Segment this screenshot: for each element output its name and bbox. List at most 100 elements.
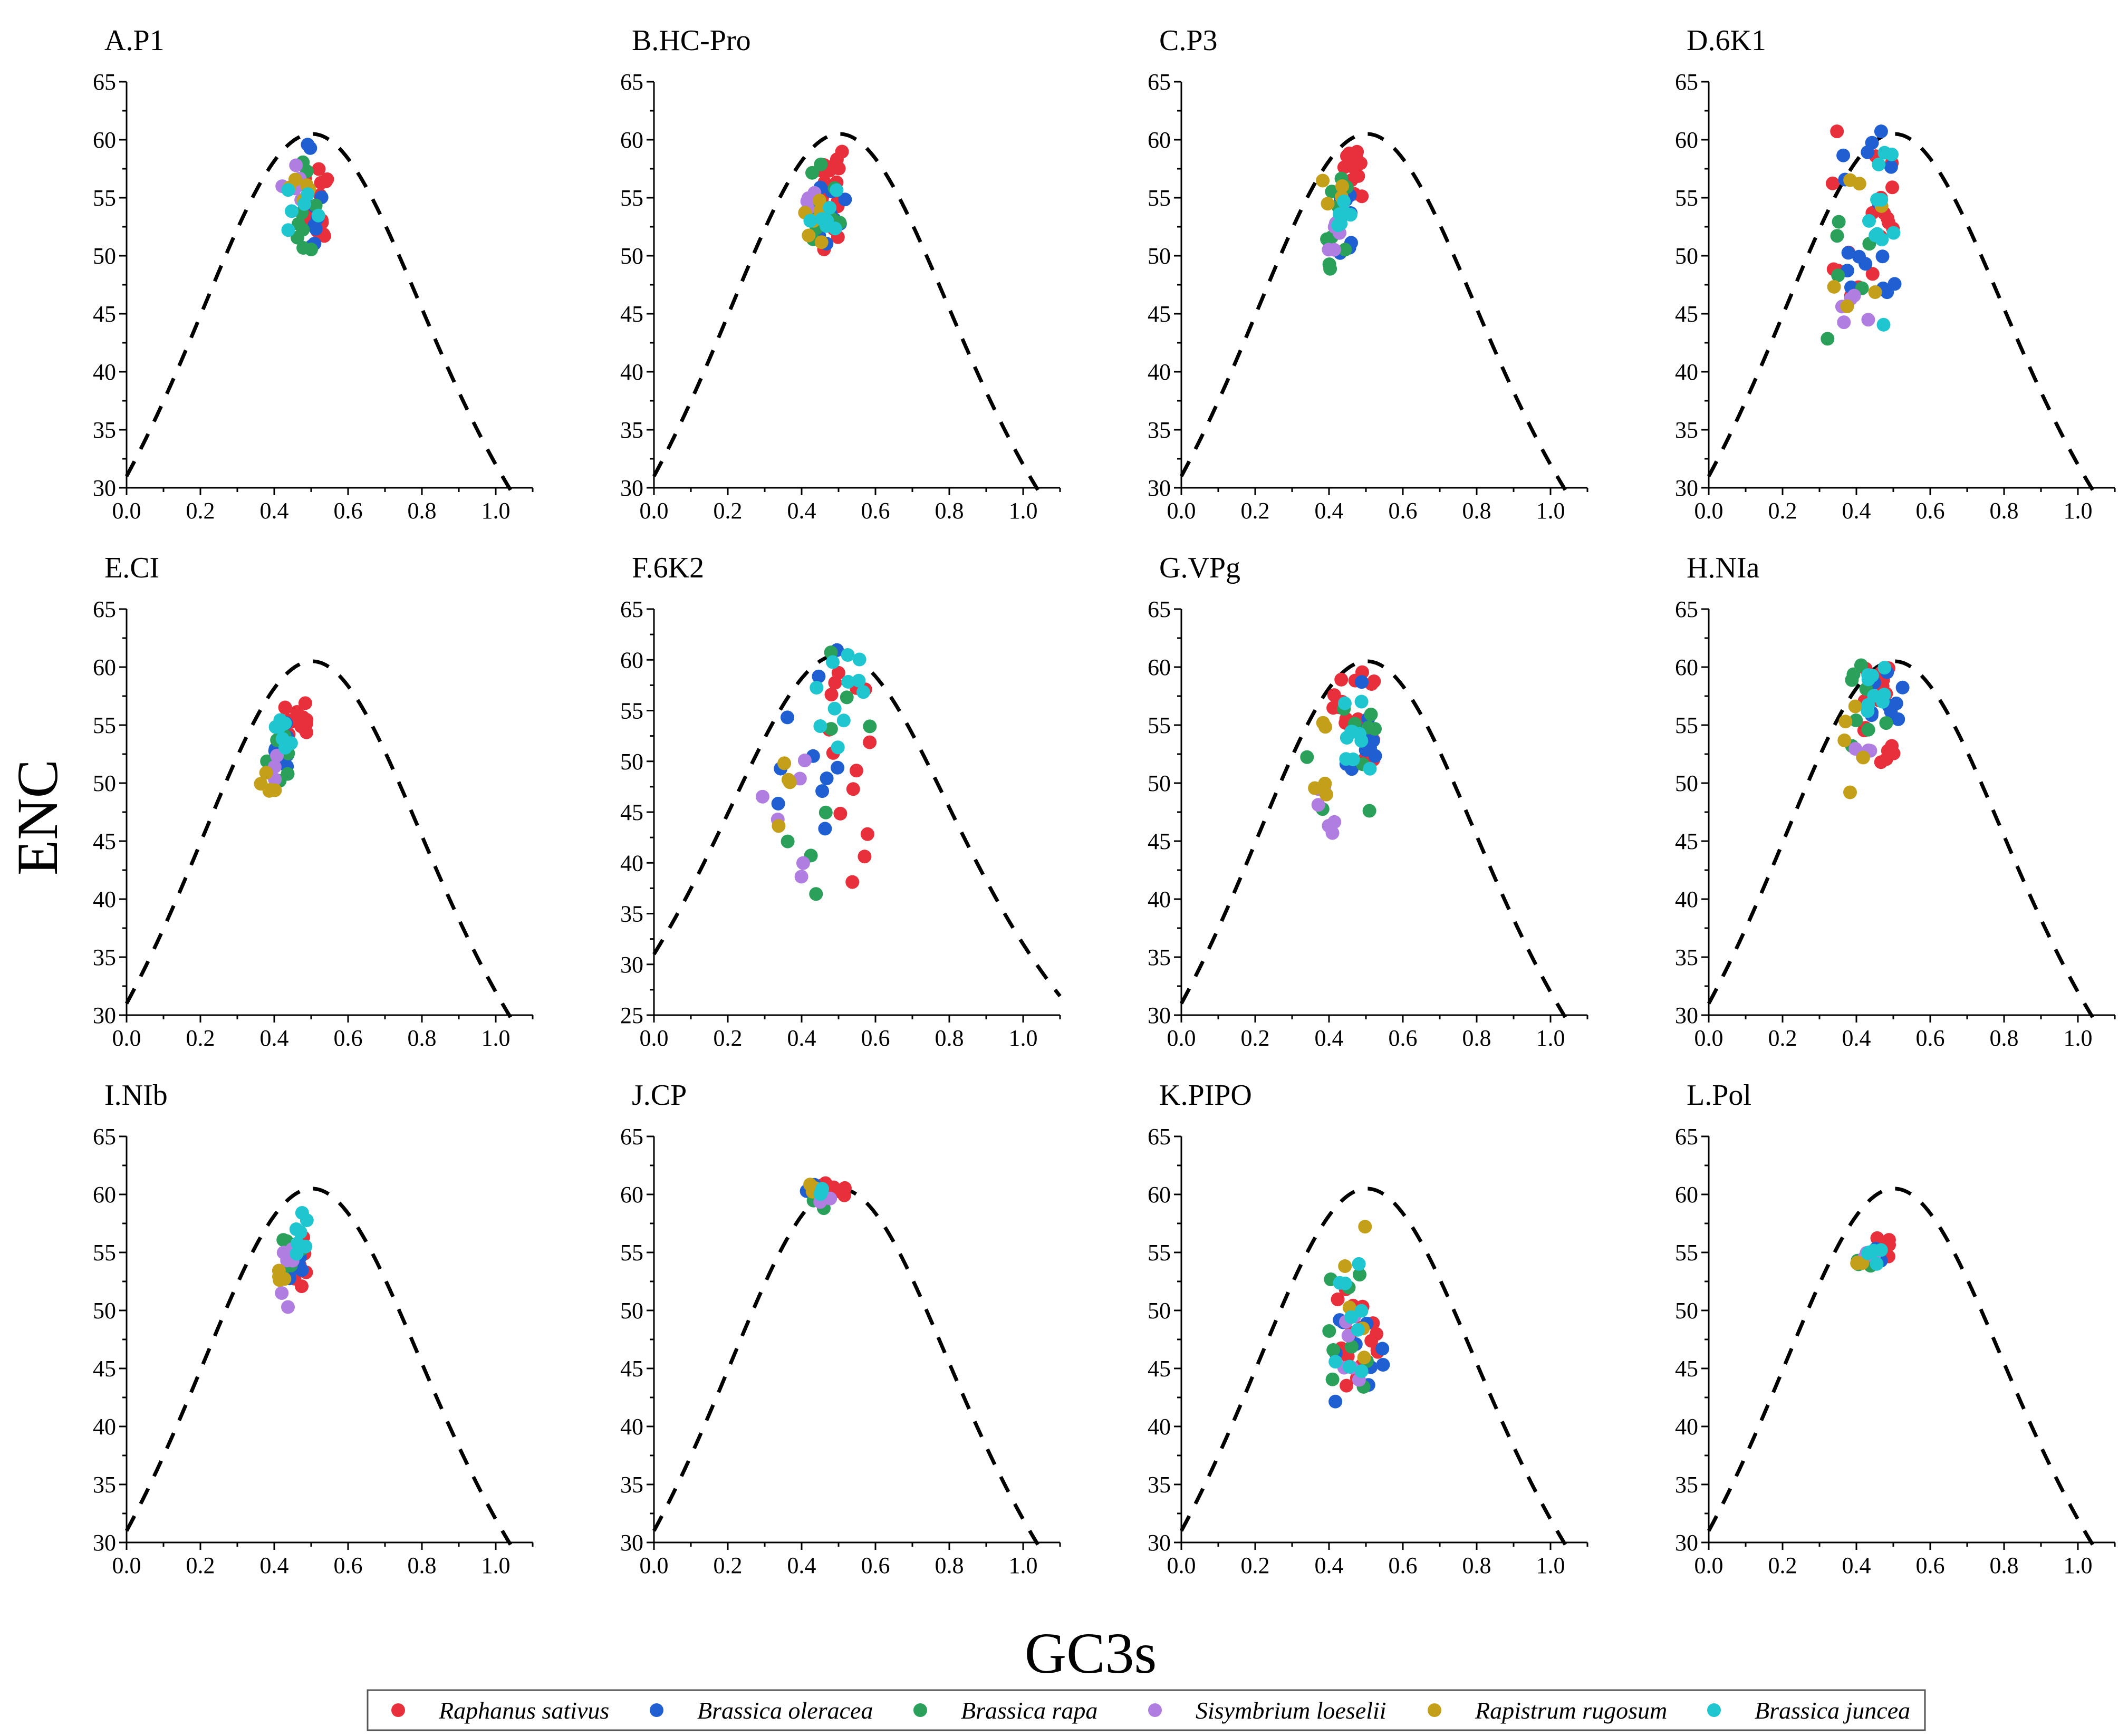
x-tick-label: 1.0 (1009, 498, 1038, 524)
x-tick-label: 0.4 (787, 1025, 816, 1051)
data-point (852, 652, 866, 667)
data-point (289, 158, 303, 172)
y-tick-label: 50 (620, 243, 643, 269)
panel: A.P1 30 35 40 45 50 55 60 65 0.0 0.2 0.4 0.6 0.8 1.0 (93, 24, 534, 524)
y-tick-label: 40 (1675, 359, 1698, 385)
points-group (1300, 665, 1382, 840)
data-point (280, 1253, 294, 1268)
data-point (1821, 332, 1835, 346)
data-point (797, 754, 812, 767)
data-point (813, 719, 827, 733)
data-point (1342, 1359, 1356, 1374)
legend-label: Raphanus sativus (438, 1697, 609, 1724)
y-tick-label: 55 (1675, 712, 1698, 738)
y-tick-label: 30 (93, 1002, 116, 1028)
x-tick-label: 0.0 (112, 1025, 141, 1051)
data-point (805, 166, 819, 180)
panel-title: A.P1 (104, 24, 165, 57)
x-tick-label: 0.6 (334, 498, 363, 524)
data-point (1876, 317, 1891, 332)
y-tick-label: 40 (93, 1414, 116, 1440)
data-point (1854, 658, 1868, 672)
data-point (833, 806, 848, 821)
legend-label: Brassica oleracea (697, 1697, 873, 1724)
y-tick-label: 30 (1675, 1002, 1698, 1028)
data-point (830, 183, 844, 197)
x-tick-label: 1.0 (1536, 1552, 1565, 1578)
legend-label: Sisymbrium loeselii (1196, 1697, 1386, 1724)
data-point (281, 1300, 295, 1314)
x-tick-label: 0.4 (260, 1025, 289, 1051)
x-tick-label: 0.8 (935, 498, 964, 524)
panel: B.HC-Pro 30 35 40 45 50 55 60 65 0.0 0.2 0.4 0.6 0.8 1… (620, 24, 1061, 524)
x-tick-label: 0.8 (1990, 498, 2019, 524)
data-point (1340, 731, 1354, 745)
y-tick-label: 35 (1148, 1472, 1171, 1498)
y-tick-label: 60 (1148, 127, 1171, 153)
y-tick-label: 35 (93, 1472, 116, 1498)
data-point (836, 713, 851, 728)
data-point (1874, 755, 1888, 769)
y-tick-label: 35 (1675, 1472, 1698, 1498)
x-tick-label: 0.6 (861, 1025, 890, 1051)
x-tick-label: 0.0 (112, 1552, 141, 1578)
data-point (311, 208, 325, 223)
data-point (863, 735, 877, 749)
data-point (826, 655, 840, 669)
y-tick-label: 30 (1148, 475, 1171, 501)
data-point (1322, 243, 1336, 257)
x-tick-label: 0.2 (186, 1025, 215, 1051)
data-point (814, 157, 828, 171)
data-point (1321, 197, 1335, 211)
x-tick-label: 0.0 (640, 498, 669, 524)
x-tick-label: 0.4 (787, 1552, 816, 1578)
y-tick-label: 60 (93, 654, 116, 680)
x-tick-label: 0.2 (1768, 1025, 1797, 1051)
y-tick-label: 50 (93, 770, 116, 796)
x-tick-label: 0.4 (260, 498, 289, 524)
data-point (275, 1286, 289, 1300)
legend-marker (1428, 1703, 1441, 1717)
legend-marker (1148, 1703, 1162, 1717)
data-point (291, 1236, 305, 1250)
data-point (1865, 136, 1879, 150)
panel-title: K.PIPO (1159, 1079, 1252, 1112)
x-tick-label: 0.2 (186, 498, 215, 524)
data-point (1338, 243, 1352, 257)
data-point (1322, 1324, 1336, 1338)
data-point (813, 194, 827, 208)
y-tick-label: 55 (1675, 1240, 1698, 1266)
x-tick-label: 0.8 (408, 1552, 437, 1578)
data-point (1850, 1256, 1864, 1270)
x-tick-label: 0.2 (1241, 1025, 1270, 1051)
legend: Raphanus sativus Brassica oleracea Brassic… (367, 1689, 1926, 1731)
panel-title: L.Pol (1687, 1079, 1751, 1112)
data-point (273, 719, 287, 734)
y-tick-label: 35 (1148, 417, 1171, 443)
x-tick-label: 0.8 (1462, 1552, 1491, 1578)
data-point (1337, 696, 1352, 710)
x-tick-label: 0.0 (1694, 1552, 1723, 1578)
data-point (1884, 160, 1898, 174)
data-point (278, 740, 292, 755)
y-tick-label: 45 (93, 301, 116, 327)
x-tick-label: 0.8 (1990, 1025, 2019, 1051)
panel: C.P3 30 35 40 45 50 55 60 65 0.0 0.2 0.4 0.6 0.8 1.0 (1148, 24, 1588, 524)
data-point (819, 805, 833, 819)
y-axis-title: ENC (5, 759, 70, 875)
panel-title: C.P3 (1159, 24, 1218, 57)
data-point (812, 669, 826, 683)
data-point (1836, 148, 1851, 162)
y-tick-label: 35 (620, 1472, 643, 1498)
x-tick-label: 0.2 (1768, 498, 1797, 524)
expected-enc-curve (124, 659, 513, 1018)
legend-label: Rapistrum rugosum (1475, 1697, 1667, 1724)
data-point (295, 1263, 309, 1277)
data-point (1861, 1246, 1875, 1260)
data-point (1861, 313, 1875, 327)
y-tick-label: 45 (93, 828, 116, 854)
y-tick-label: 40 (1675, 886, 1698, 912)
data-point (1354, 1304, 1369, 1318)
y-tick-label: 30 (93, 475, 116, 501)
data-point (1888, 277, 1902, 291)
